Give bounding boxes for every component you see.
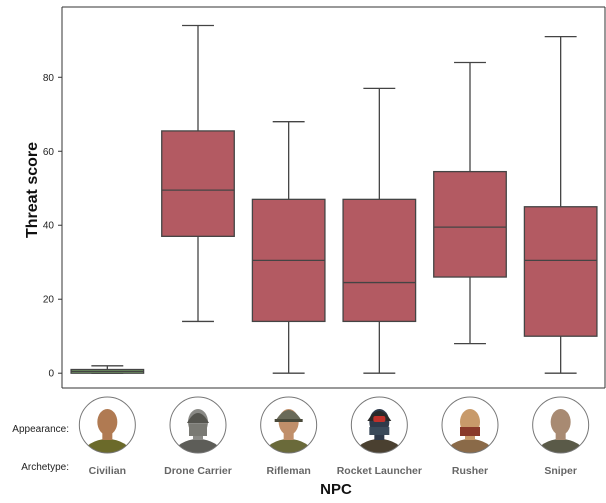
y-tick-label: 40: [43, 221, 55, 232]
helmet-visor: [373, 416, 386, 422]
y-axis-title: Threat score: [24, 142, 41, 238]
helmet-rim: [274, 419, 303, 422]
portrait-border: [532, 396, 590, 454]
face-mask: [369, 427, 390, 435]
portrait-shoulders: [174, 439, 222, 453]
bandana-mask: [460, 427, 480, 436]
y-tick-label: 80: [43, 73, 55, 84]
category-label: Civilian: [89, 465, 126, 477]
boxes-layer: Civilian Drone Carrier Rifleman Rocket Laun…: [70, 24, 598, 477]
hood-shape: [187, 413, 209, 423]
category-label: Rusher: [452, 465, 488, 477]
iqr-box: [342, 198, 417, 323]
box-drone-carrier: [161, 24, 235, 323]
drone-carrier-portrait-icon: [169, 396, 227, 454]
rifleman-portrait-icon: [260, 396, 318, 454]
portrait-head: [97, 409, 118, 435]
portrait-border: [441, 396, 499, 454]
y-tick-label: 60: [43, 147, 55, 158]
portraits-layer: [78, 396, 590, 454]
box-rusher: [433, 61, 507, 345]
archetype-row-label: Archetype:: [21, 462, 69, 473]
category-label: Sniper: [544, 465, 577, 477]
category-label: Rifleman: [266, 465, 310, 477]
category-label: Rocket Launcher: [337, 465, 422, 477]
portrait-shoulders: [83, 439, 132, 453]
civilian-portrait-icon: [78, 396, 136, 454]
box-sniper: [523, 35, 598, 374]
rocket-launcher-portrait-icon: [350, 396, 408, 454]
portrait-border: [260, 396, 318, 454]
portrait-shoulders: [355, 439, 404, 453]
box-rocket-launcher: [342, 87, 417, 374]
category-label: Drone Carrier: [164, 465, 232, 477]
portrait-border: [350, 396, 408, 454]
box-rifleman: [251, 121, 326, 374]
portrait-shoulders: [536, 439, 585, 453]
iqr-box: [433, 170, 507, 278]
y-tick-label: 20: [43, 295, 55, 306]
portrait-shoulders: [446, 439, 494, 453]
portrait-shoulders: [264, 439, 313, 453]
box-civilian: [70, 365, 145, 374]
sniper-portrait-icon: [532, 396, 590, 454]
iqr-box: [161, 130, 235, 237]
y-tick-label: 0: [48, 369, 54, 380]
axes-layer: 0 20 40 60 80: [43, 6, 606, 389]
face-mask: [189, 424, 207, 436]
portrait-border: [169, 396, 227, 454]
helmet-shape: [276, 410, 301, 419]
portrait-head: [550, 409, 571, 435]
appearance-row-label: Appearance:: [12, 424, 69, 435]
iqr-box: [523, 206, 598, 337]
rusher-portrait-icon: [441, 396, 499, 454]
x-axis-title: NPC: [320, 481, 352, 498]
portrait-border: [78, 396, 136, 454]
